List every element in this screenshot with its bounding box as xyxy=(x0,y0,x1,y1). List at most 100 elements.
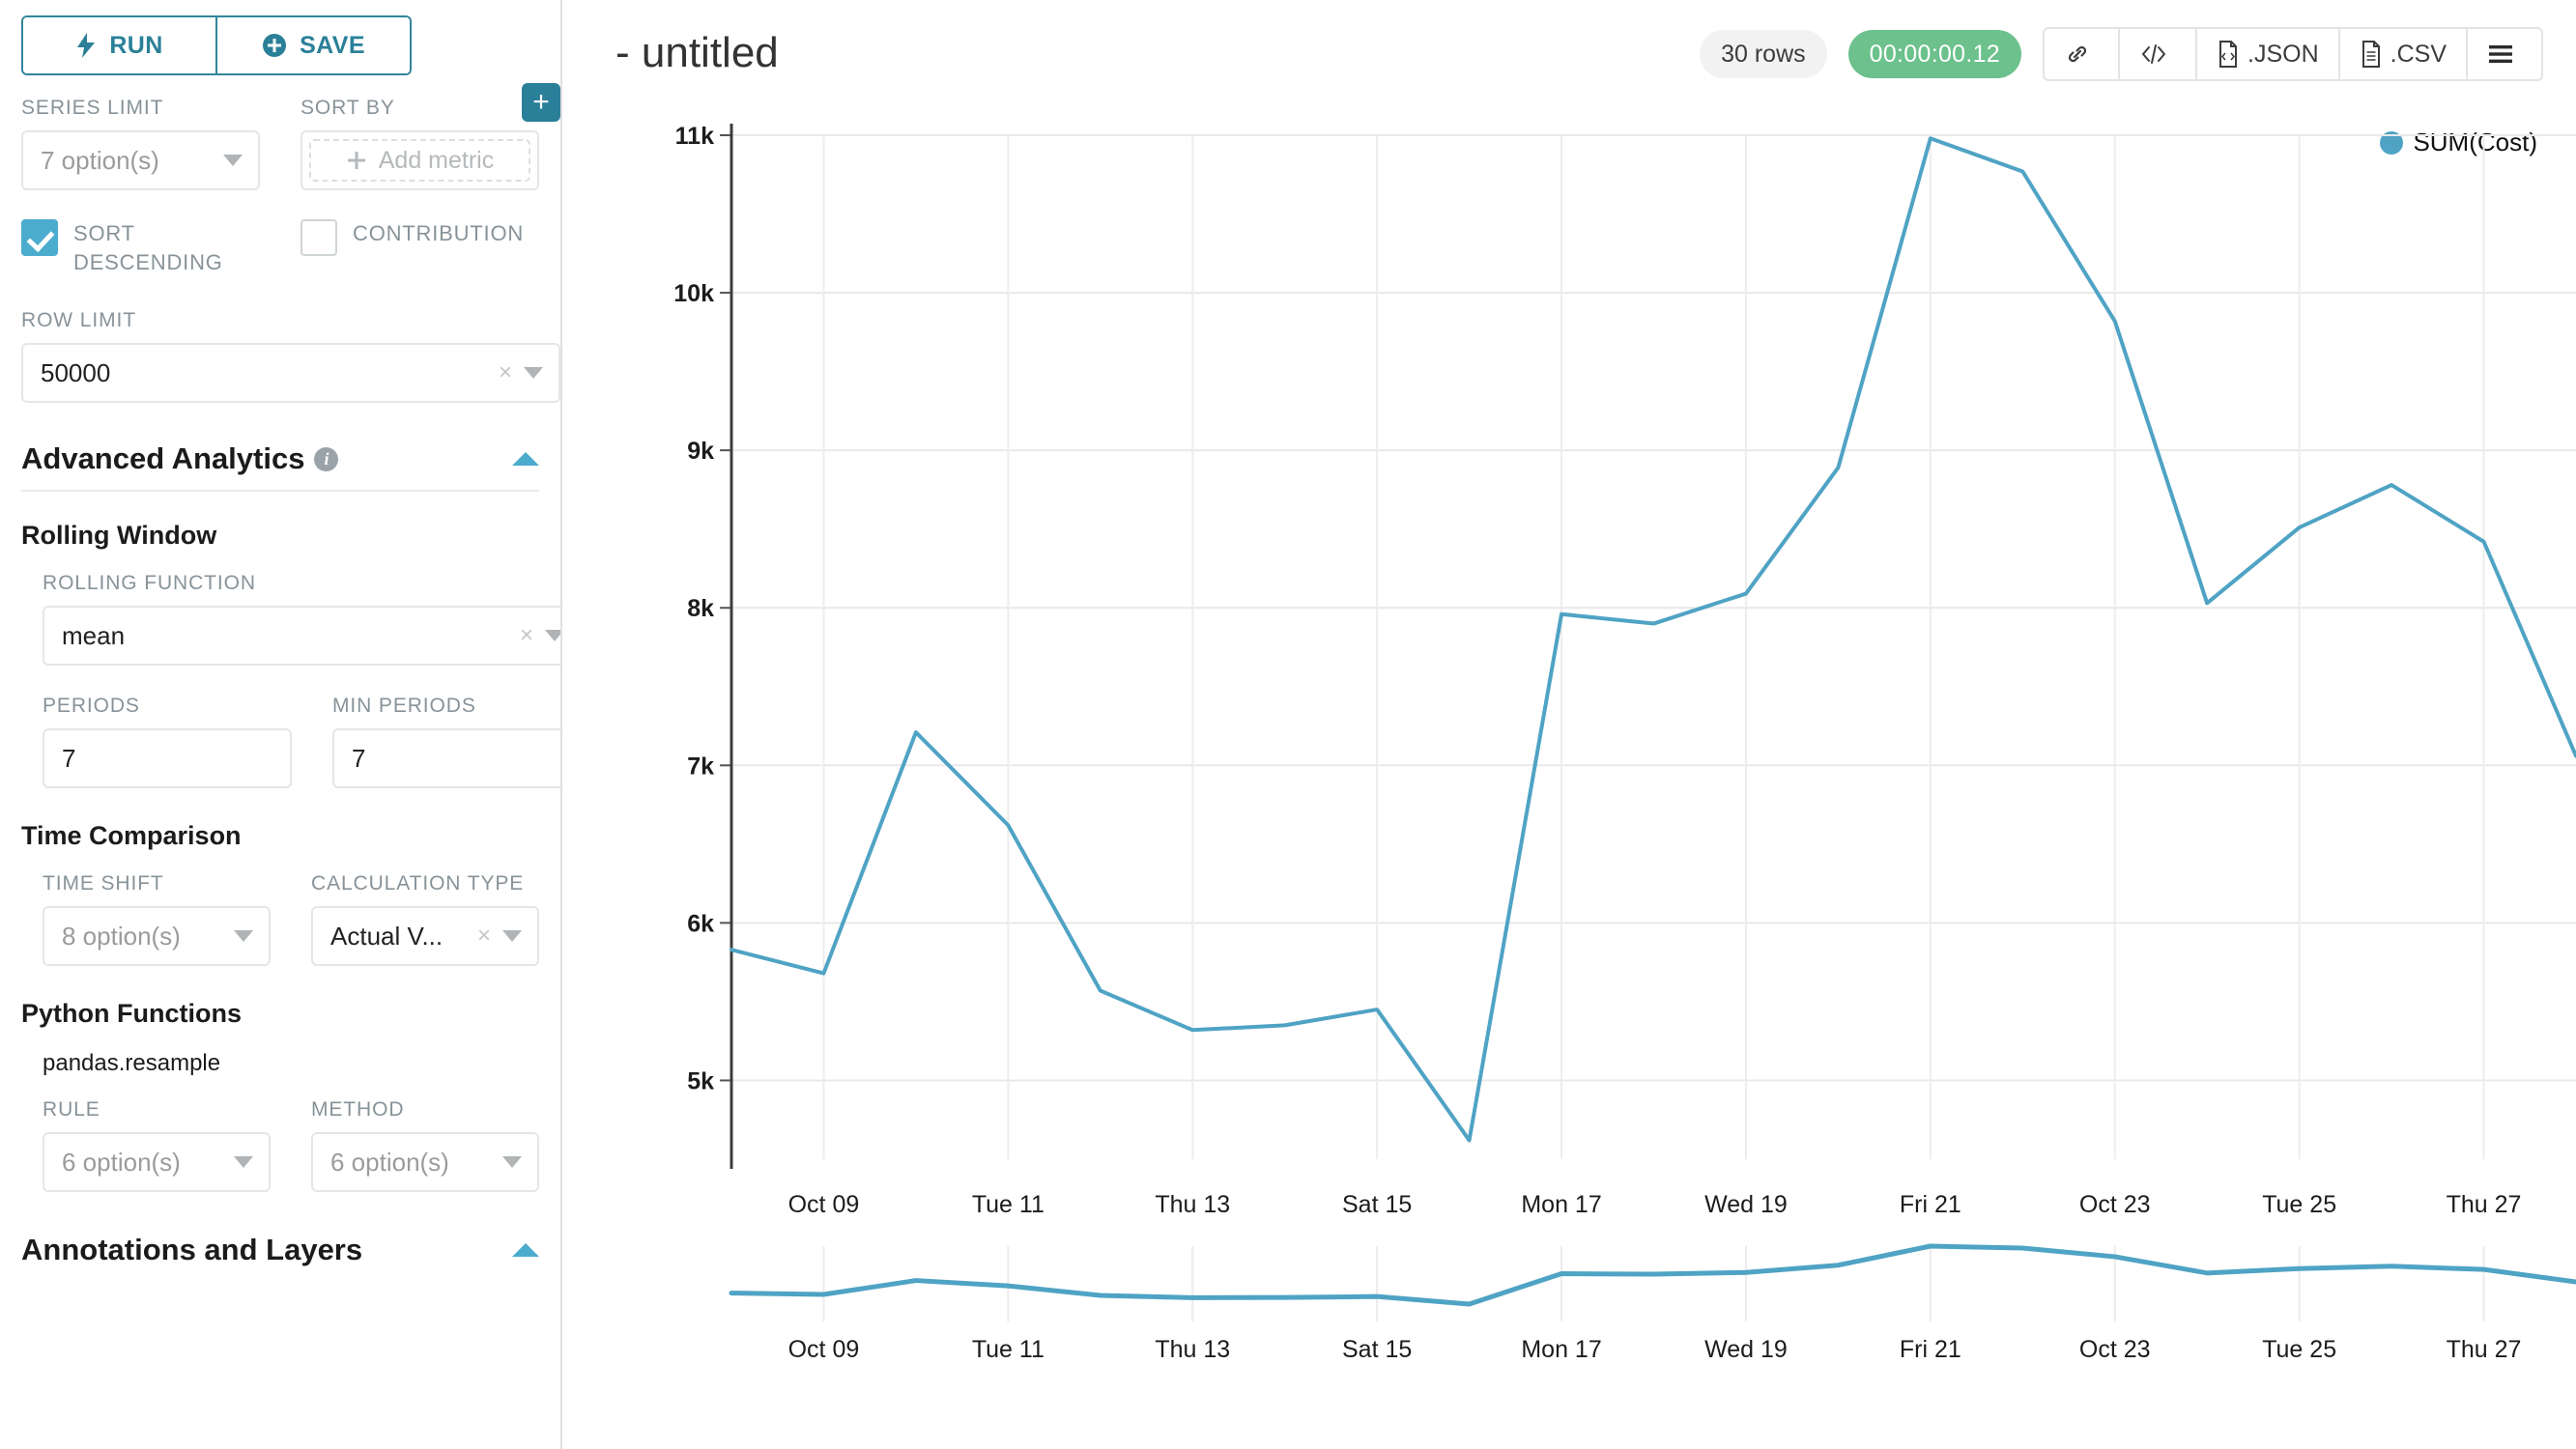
row-limit-value: 50000 xyxy=(41,357,111,387)
run-button[interactable]: RUN xyxy=(23,17,215,73)
method-select[interactable]: 6 option(s) xyxy=(311,1132,539,1193)
share-link-button[interactable] xyxy=(2045,29,2119,79)
sort-descending-label: SORT DESCENDING xyxy=(73,221,223,274)
calculation-type-field: CALCULATION TYPE Actual V... × xyxy=(311,872,539,967)
action-bar: RUN SAVE xyxy=(21,15,412,75)
series-limit-select[interactable]: 7 option(s) xyxy=(21,130,260,190)
run-label: RUN xyxy=(109,31,163,59)
series-limit-label: SERIES LIMIT xyxy=(21,97,164,119)
save-button[interactable]: SAVE xyxy=(215,17,410,73)
time-comparison-title: Time Comparison xyxy=(21,821,242,851)
series-line-sum-cost[interactable] xyxy=(730,136,2576,1143)
contribution-row[interactable]: CONTRIBUTION xyxy=(301,219,539,256)
control-panel: RUN SAVE + SERIES LIMIT 7 option(s) xyxy=(0,0,562,1449)
chevron-up-icon[interactable] xyxy=(512,452,539,467)
export-button-group: .JSON .CSV xyxy=(2043,27,2543,81)
chevron-up-icon[interactable] xyxy=(512,1243,539,1258)
chevron-down-icon xyxy=(234,930,253,943)
time-shift-value: 8 option(s) xyxy=(62,921,181,951)
brush-x-axis-tick-label: Tue 25 xyxy=(2262,1336,2336,1363)
chart-brush-area[interactable]: Oct 09 Tue 11 Thu 13 Sat 15 Mon 17 Wed 19 Fri … xyxy=(615,1227,2576,1391)
sort-by-dropzone[interactable]: Add metric xyxy=(301,130,539,190)
page-title[interactable]: - untitled xyxy=(615,29,779,76)
rule-value: 6 option(s) xyxy=(62,1147,181,1177)
chevron-down-icon xyxy=(545,630,560,642)
sort-descending-row[interactable]: SORT DESCENDING xyxy=(21,219,260,276)
min-periods-field: MIN PERIODS 7 xyxy=(332,695,560,789)
method-value: 6 option(s) xyxy=(330,1147,449,1177)
rule-select[interactable]: 6 option(s) xyxy=(43,1132,271,1193)
advanced-analytics-header[interactable]: Advanced Analytics i xyxy=(0,441,560,476)
info-icon[interactable]: i xyxy=(314,446,339,471)
rule-label: RULE xyxy=(43,1098,100,1122)
chevron-down-icon xyxy=(234,1156,253,1169)
calculation-type-label: CALCULATION TYPE xyxy=(311,872,525,895)
plus-icon xyxy=(346,150,367,171)
contribution-checkbox[interactable] xyxy=(301,219,337,256)
legend-label: SUM(Cost) xyxy=(2413,128,2537,156)
series-sort-fields: + SERIES LIMIT 7 option(s) SORT BY xyxy=(0,83,560,404)
clear-icon[interactable]: × xyxy=(519,622,533,649)
plus-circle-icon xyxy=(262,33,287,58)
rolling-window-title: Rolling Window xyxy=(21,521,217,551)
calculation-type-select[interactable]: Actual V... × xyxy=(311,906,539,967)
add-metric-button[interactable]: Add metric xyxy=(309,139,530,182)
brush-x-axis-tick-label: Mon 17 xyxy=(1521,1336,1601,1363)
chevron-down-icon xyxy=(502,930,522,943)
bolt-icon xyxy=(75,33,97,58)
x-axis-tick-label: Thu 27 xyxy=(2447,1191,2522,1218)
x-axis-tick-label: Oct 23 xyxy=(2079,1191,2151,1218)
embed-code-button[interactable] xyxy=(2118,29,2196,79)
advanced-analytics-title: Advanced Analytics xyxy=(21,441,305,476)
brush-x-axis-tick-label: Thu 13 xyxy=(1155,1336,1230,1363)
sort-by-label: SORT BY xyxy=(301,97,395,119)
chart-header: - untitled 30 rows 00:00:00.12 xyxy=(615,0,2576,106)
brush-x-axis-tick-label: Oct 23 xyxy=(2079,1336,2151,1363)
annotations-and-layers-title: Annotations and Layers xyxy=(21,1233,363,1267)
y-axis-tick-label: 10k xyxy=(673,280,714,307)
annotations-and-layers-header[interactable]: Annotations and Layers xyxy=(0,1233,560,1267)
clear-icon[interactable]: × xyxy=(476,923,491,950)
divider xyxy=(21,490,539,493)
calculation-type-value: Actual V... xyxy=(330,921,444,951)
brush-series-line[interactable] xyxy=(729,1243,2576,1307)
brush-x-axis-tick-label: Oct 09 xyxy=(788,1336,860,1363)
sort-descending-checkbox[interactable] xyxy=(21,219,58,256)
rolling-function-select[interactable]: mean × xyxy=(43,606,560,667)
brush-chart-svg[interactable]: Oct 09 Tue 11 Thu 13 Sat 15 Mon 17 Wed 19 Fri … xyxy=(615,1227,2576,1391)
min-periods-label: MIN PERIODS xyxy=(332,695,476,718)
periods-label: PERIODS xyxy=(43,695,140,718)
rolling-function-field: ROLLING FUNCTION mean × xyxy=(43,572,560,667)
resample-fields: RULE 6 option(s) METHOD 6 option(s) xyxy=(0,1098,560,1193)
link-icon xyxy=(2064,41,2091,68)
line-chart-svg[interactable]: 5k 6k 7k 8k 9k 10k 11k Oct 09 Tue 11 Thu 13 Sat 15… xyxy=(615,106,2576,1246)
x-axis-tick-label: Wed 19 xyxy=(1704,1191,1788,1218)
row-limit-select[interactable]: 50000 × xyxy=(21,343,560,404)
y-axis-tick-label: 11k xyxy=(675,123,714,150)
chart-plot-area[interactable]: 5k 6k 7k 8k 9k 10k 11k Oct 09 Tue 11 Thu 13 Sat 15… xyxy=(615,106,2576,1227)
x-axis-tick-label: Tue 11 xyxy=(972,1191,1045,1218)
x-axis-tick-label: Thu 13 xyxy=(1155,1191,1230,1218)
brush-x-axis-tick-label: Fri 21 xyxy=(1900,1336,1961,1363)
y-axis-tick-label: 9k xyxy=(687,438,714,465)
download-csv-button[interactable]: .CSV xyxy=(2337,29,2466,79)
rolling-function-value: mean xyxy=(62,620,126,650)
time-shift-label: TIME SHIFT xyxy=(43,872,164,895)
download-json-button[interactable]: .JSON xyxy=(2195,29,2338,79)
python-function-name: pandas.resample xyxy=(43,1050,221,1077)
clear-icon[interactable]: × xyxy=(498,359,512,386)
rule-field: RULE 6 option(s) xyxy=(43,1098,271,1193)
time-shift-select[interactable]: 8 option(s) xyxy=(43,906,271,967)
code-icon xyxy=(2139,42,2168,67)
min-periods-input[interactable]: 7 xyxy=(332,728,560,789)
chart-pane: - untitled 30 rows 00:00:00.12 xyxy=(562,0,2576,1449)
rows-badge: 30 rows xyxy=(1700,30,1827,78)
periods-input[interactable]: 7 xyxy=(43,728,292,789)
series-limit-value: 7 option(s) xyxy=(41,145,159,175)
rolling-window-fields: ROLLING FUNCTION mean × PERIODS 7 MIN PE… xyxy=(0,572,560,789)
row-limit-label: ROW LIMIT xyxy=(21,309,136,332)
add-sort-metric-button[interactable]: + xyxy=(522,83,560,122)
download-csv-label: .CSV xyxy=(2390,40,2447,68)
menu-button[interactable] xyxy=(2466,29,2541,79)
